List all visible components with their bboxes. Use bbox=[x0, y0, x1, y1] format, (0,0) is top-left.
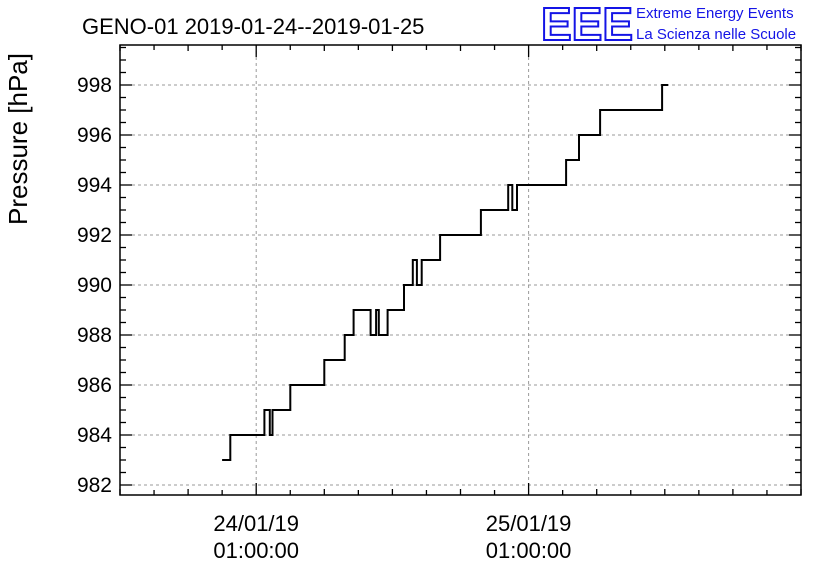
pressure-series-line bbox=[222, 84, 669, 461]
y-tick-label: 996 bbox=[77, 124, 112, 147]
x-tick-time-label: 01:00:00 bbox=[213, 538, 299, 563]
y-tick-label: 990 bbox=[77, 274, 112, 297]
x-tick-date-label: 24/01/19 bbox=[213, 511, 299, 536]
y-tick-label: 986 bbox=[77, 374, 112, 397]
logo-line-1: Extreme Energy Events bbox=[636, 5, 794, 22]
y-tick-labels: 982 984 986 988 990 992 994 996 998 bbox=[77, 74, 112, 497]
x-tick-date-label: 25/01/19 bbox=[486, 511, 572, 536]
logo-line-2: La Scienza nelle Scuole bbox=[636, 26, 796, 43]
y-tick-label: 998 bbox=[77, 74, 112, 97]
axis-ticks bbox=[119, 45, 802, 495]
x-tick-time-label: 01:00:00 bbox=[486, 538, 572, 563]
y-axis-label: Pressure [hPa] bbox=[3, 53, 33, 225]
logo-mark: EEE bbox=[541, 0, 633, 50]
y-tick-label: 994 bbox=[77, 174, 112, 197]
grid-lines bbox=[120, 45, 801, 495]
plot-frame bbox=[119, 44, 802, 496]
eee-logo: EEE Extreme Energy Events La Scienza nel… bbox=[540, 0, 796, 51]
y-tick-label: 988 bbox=[77, 324, 112, 347]
chart-title: GENO-01 2019-01-24--2019-01-25 bbox=[82, 14, 424, 39]
y-tick-label: 984 bbox=[77, 424, 112, 447]
y-tick-label: 982 bbox=[77, 474, 112, 497]
y-tick-label: 992 bbox=[77, 224, 112, 247]
